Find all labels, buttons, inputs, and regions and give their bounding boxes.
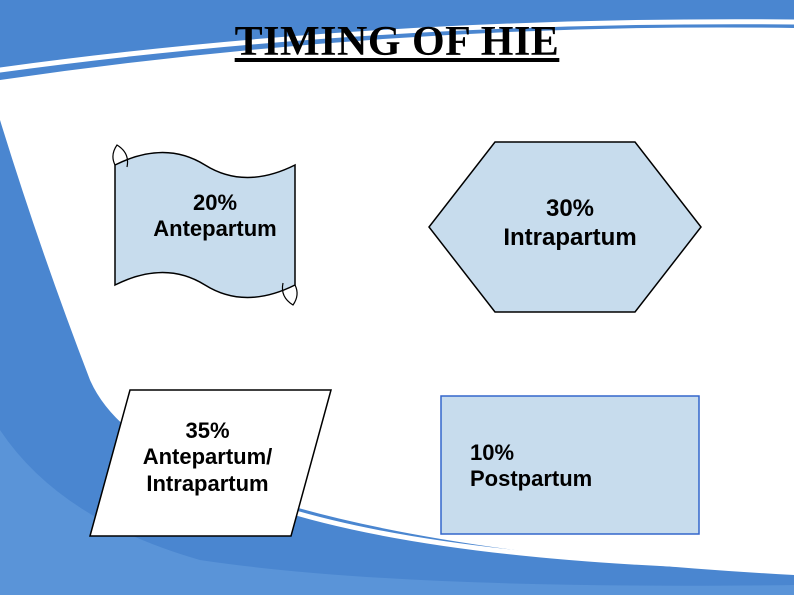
parallelogram-line2: Antepartum/: [143, 444, 273, 469]
flag-percent: 20%: [193, 190, 237, 215]
rectangle-text: Postpartum: [470, 466, 592, 491]
parallelogram-line3: Intrapartum: [146, 471, 268, 496]
hexagon-percent: 30%: [546, 195, 594, 222]
rectangle-label: 10% Postpartum: [470, 440, 650, 493]
parallelogram-label: 35% Antepartum/ Intrapartum: [120, 418, 295, 497]
hexagon-label: 30% Intrapartum: [485, 195, 655, 253]
flag-text: Antepartum: [153, 216, 276, 241]
parallelogram-percent: 35%: [185, 418, 229, 443]
flag-label: 20% Antepartum: [140, 190, 290, 243]
page-title: TIMING OF HIE: [0, 18, 794, 66]
rectangle-percent: 10%: [470, 440, 514, 465]
hexagon-text: Intrapartum: [503, 224, 636, 251]
